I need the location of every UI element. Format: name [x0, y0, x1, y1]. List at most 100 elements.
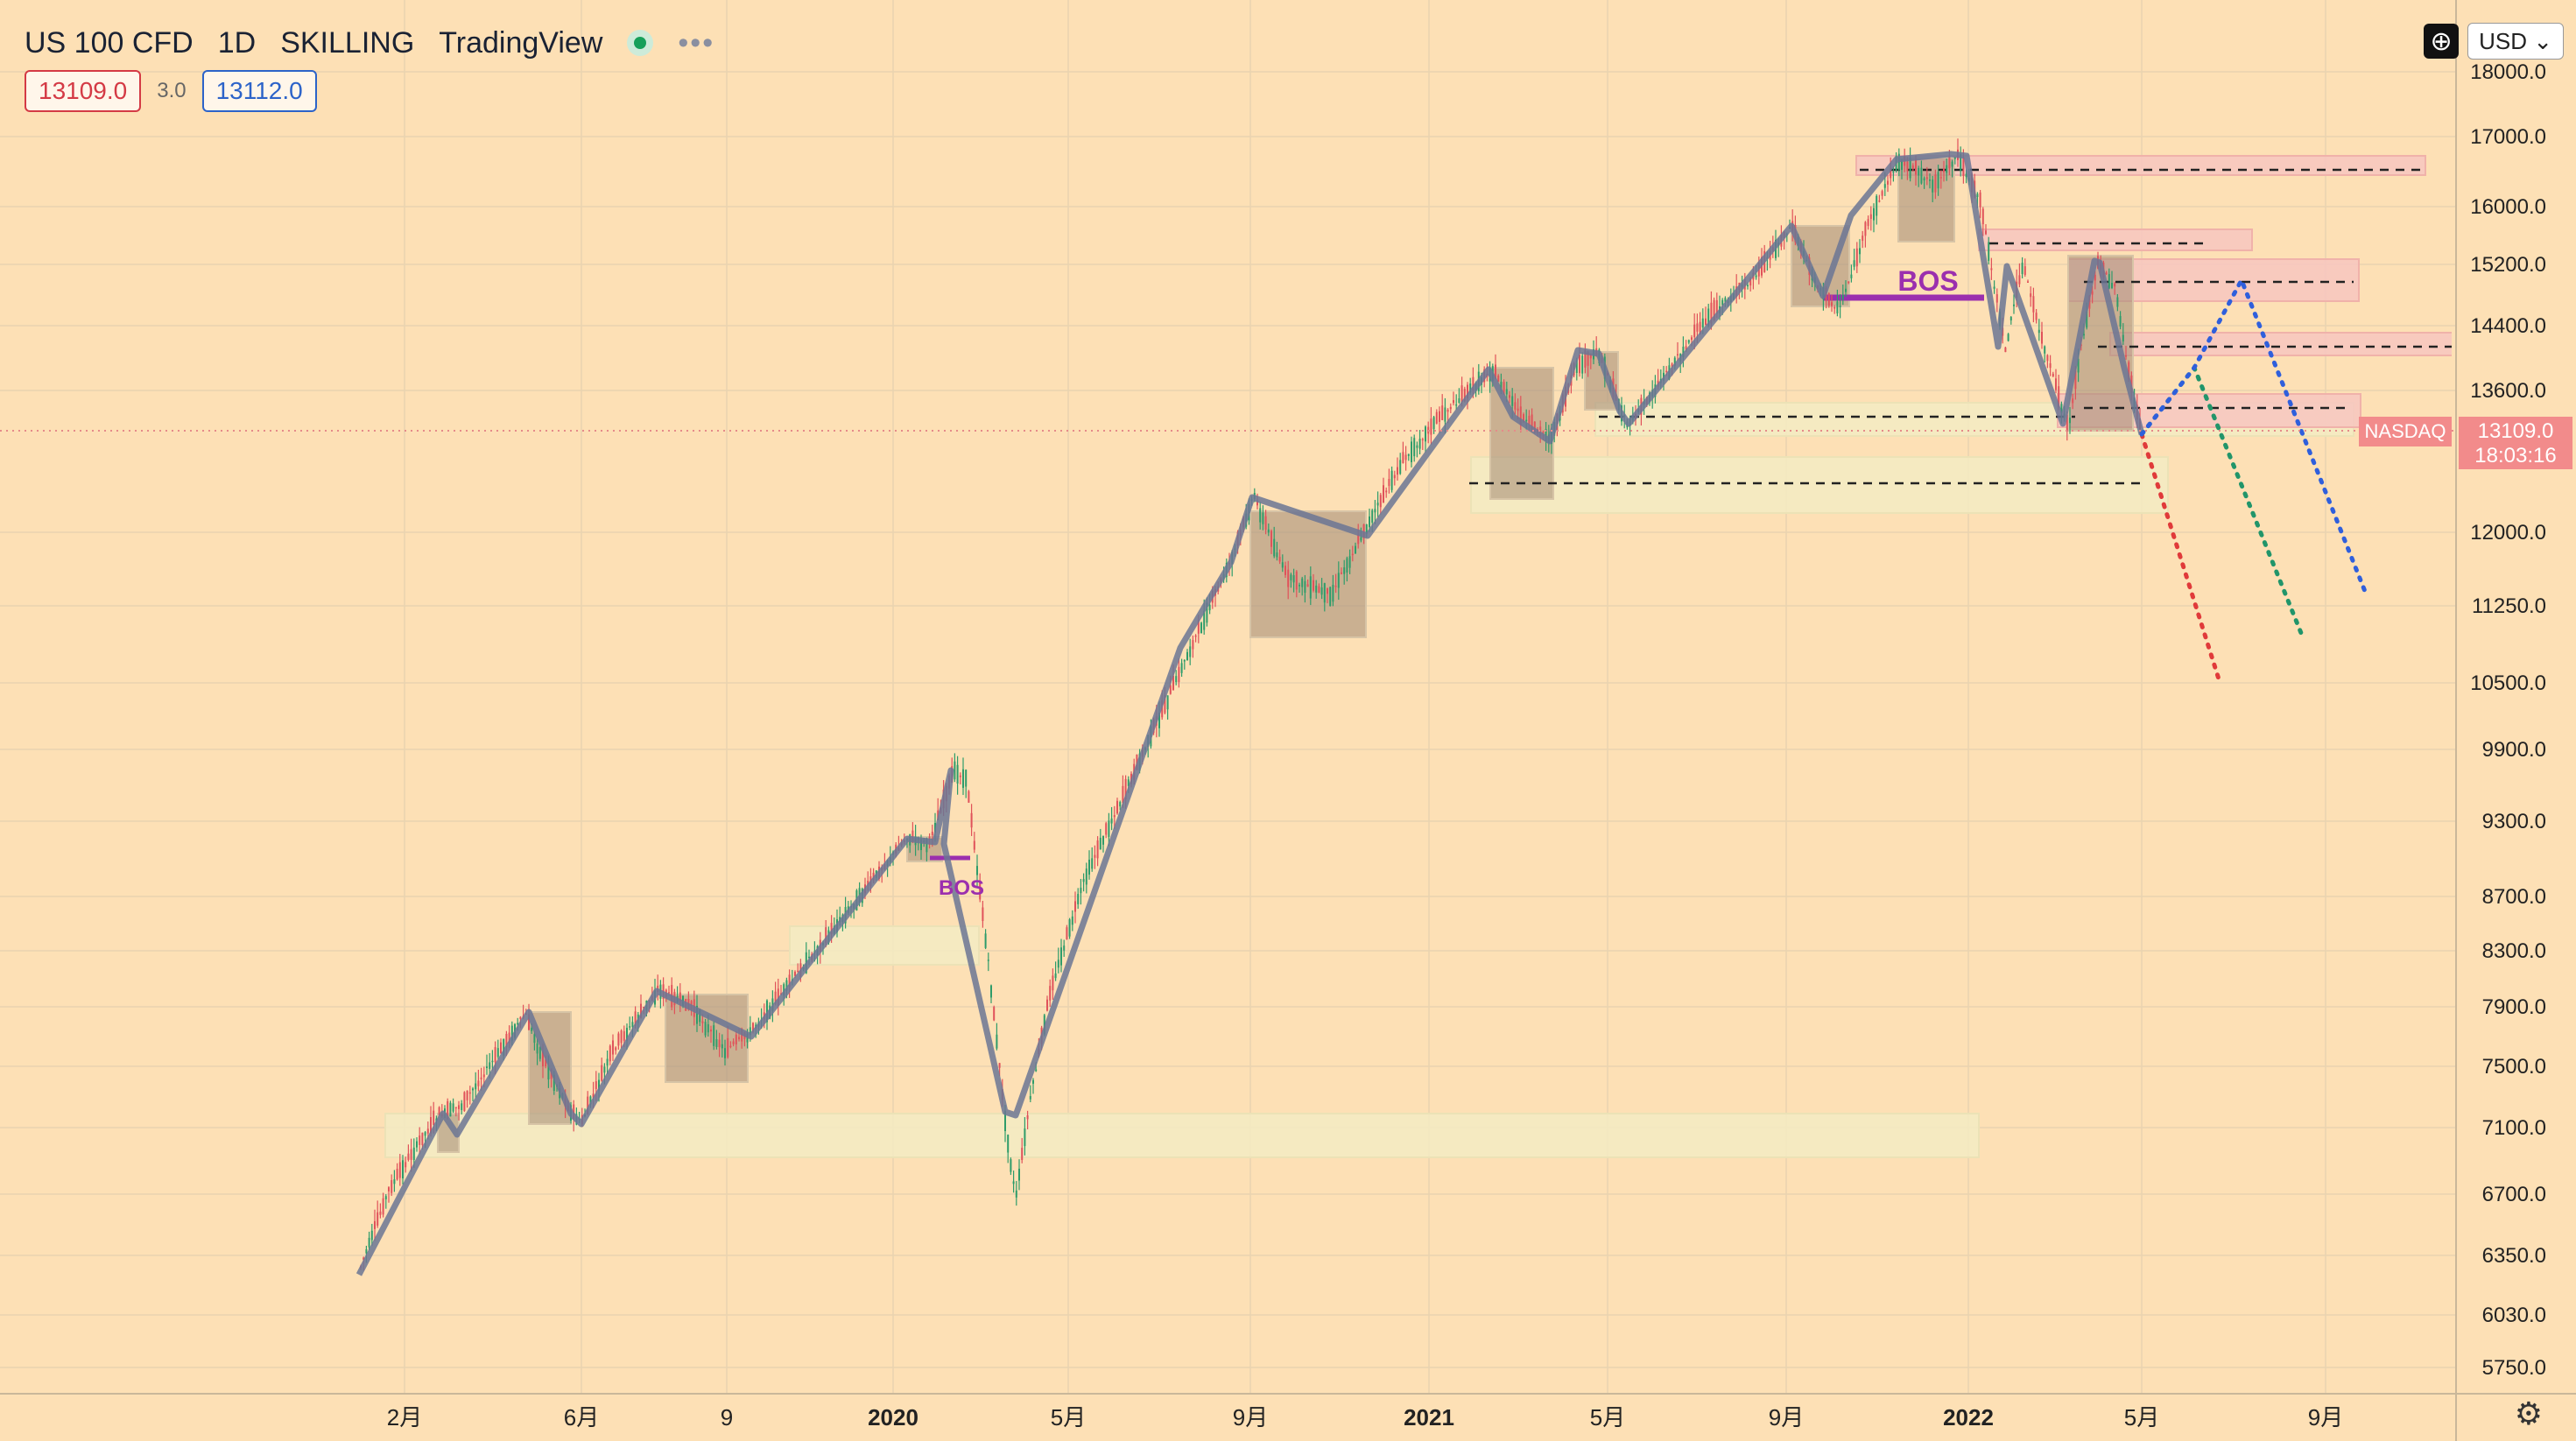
candle-body [1071, 916, 1073, 925]
candle-body [1542, 432, 1545, 433]
candle-body [1463, 389, 1466, 402]
candle-body [1256, 500, 1258, 506]
candle-body [1290, 574, 1292, 580]
price-tick-label: 16000.0 [2470, 195, 2546, 219]
price-tick-label: 6030.0 [2482, 1304, 2546, 1327]
candle-body [710, 1030, 712, 1032]
candle-body [598, 1079, 600, 1091]
candle-body [2007, 334, 2009, 341]
candle-body [1671, 363, 1673, 367]
candle-body [1869, 214, 1872, 220]
chevron-down-icon: ⌄ [2526, 27, 2552, 54]
time-tick-label: 2022 [1943, 1404, 1994, 1430]
candle-body [615, 1047, 617, 1051]
platform-label: TradingView [439, 25, 603, 60]
candle-body [721, 1044, 723, 1049]
price-tick-label: 11250.0 [2472, 594, 2546, 618]
candle-body [1066, 927, 1068, 939]
candle-body [2060, 404, 2063, 413]
buy-price-button[interactable]: 13112.0 [201, 70, 317, 112]
candle-body [738, 1037, 740, 1040]
candle-body [491, 1060, 494, 1063]
candle-body [976, 866, 978, 875]
candle-body [1721, 299, 1724, 306]
candle-body [1929, 179, 1931, 181]
candle-body [1194, 635, 1197, 637]
gear-icon[interactable]: ⚙ [2514, 1395, 2543, 1431]
candle-body [433, 1110, 435, 1126]
candle-body [1259, 508, 1262, 523]
candle-body [393, 1179, 396, 1184]
candle-body [1021, 1148, 1024, 1161]
candle-body [2128, 362, 2130, 380]
candle-body [1517, 408, 1519, 411]
price-tick-label: 15200.0 [2470, 253, 2546, 277]
candle-body [1379, 495, 1382, 508]
candle-body [466, 1090, 468, 1100]
candle-body [1705, 318, 1707, 326]
time-scale[interactable]: 2月 6月 9 2020 5月 9月 2021 5月 9月 2022 5月 9月 [387, 1404, 2343, 1430]
time-tick-label: 5月 [2124, 1404, 2159, 1430]
candle-body [718, 1039, 721, 1048]
candle-body [545, 1059, 547, 1067]
candle-body [1878, 200, 1881, 202]
price-tick-label: 7500.0 [2482, 1055, 2546, 1079]
candle-body [374, 1220, 376, 1229]
candle-body [911, 830, 914, 842]
candle-body [2114, 283, 2116, 287]
candle-body [959, 775, 961, 777]
candle-body [1960, 154, 1962, 171]
candle-body [1407, 453, 1410, 456]
candle-body [477, 1080, 480, 1086]
candle-body [1581, 355, 1584, 374]
candle-body [368, 1237, 370, 1248]
candle-body [1281, 562, 1284, 568]
candle-body [1755, 275, 1757, 278]
candle-body [987, 959, 989, 961]
price-tick-label: 9900.0 [2482, 738, 2546, 762]
candle-body [620, 1030, 623, 1044]
candle-body [1687, 340, 1690, 343]
candle-body [1701, 318, 1704, 327]
candle-body [1029, 1095, 1031, 1100]
bar-countdown: 18:03:16 [2474, 444, 2556, 467]
candle-body [1080, 887, 1082, 894]
candle-body [468, 1092, 471, 1094]
candle-body [2069, 418, 2071, 424]
candle-body [377, 1212, 379, 1226]
chart-header: US 100 CFD 1D SKILLING TradingView ••• [25, 23, 714, 63]
interval-label[interactable]: 1D [217, 25, 257, 60]
candle-body [1102, 835, 1104, 845]
candle-body [623, 1030, 625, 1041]
plus-circle-icon[interactable]: ⊕ [2424, 24, 2460, 59]
candle-body [1341, 572, 1342, 574]
candle-body [1873, 207, 1875, 221]
candle-body [1346, 558, 1348, 573]
candle-body [1713, 299, 1715, 320]
candle-body [1724, 298, 1727, 302]
price-tick-label: 6350.0 [2482, 1244, 2546, 1268]
quote-bar: 13109.0 3.0 13112.0 [25, 70, 317, 112]
candle-body [701, 1021, 704, 1023]
candle-body [1685, 346, 1687, 350]
ellipsis-icon[interactable]: ••• [678, 25, 715, 60]
candle-body [1301, 578, 1304, 587]
candle-body [1693, 324, 1696, 338]
candle-body [668, 992, 670, 994]
candle-body [496, 1048, 499, 1058]
candle-body [412, 1147, 415, 1160]
sell-price-button[interactable]: 13109.0 [25, 70, 142, 112]
candle-body [1533, 421, 1536, 432]
candle-body [2066, 414, 2068, 432]
candle-body [1018, 1168, 1020, 1181]
market-status-icon[interactable] [627, 30, 654, 56]
candle-body [2108, 274, 2110, 289]
candle-body [1172, 675, 1174, 691]
price-scale[interactable]: 18000.0 17000.0 16000.0 15200.0 14400.0 13600… [2470, 60, 2546, 1380]
symbol-name[interactable]: US 100 CFD [25, 25, 194, 60]
candle-body [489, 1062, 491, 1069]
currency-select[interactable]: USD ⌄ [2467, 23, 2564, 60]
candle-body [984, 933, 987, 948]
candle-body [2094, 274, 2096, 281]
